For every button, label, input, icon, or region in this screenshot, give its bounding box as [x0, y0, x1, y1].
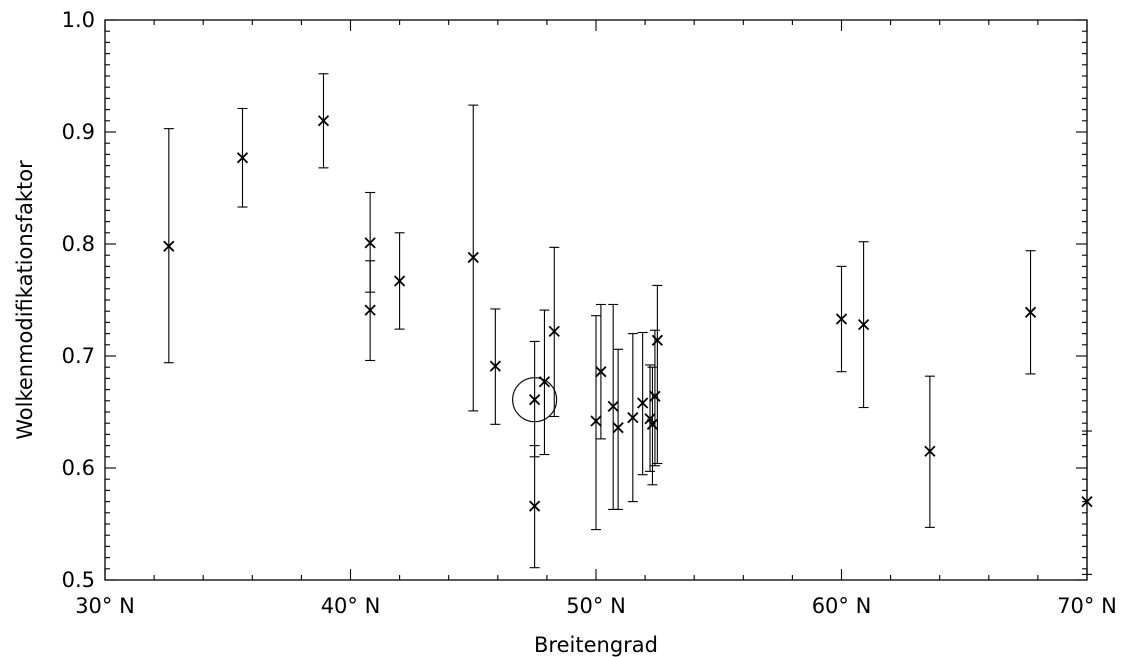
point-marker: [590, 415, 602, 427]
y-axis-ticks: 0.5 0.6 0.7 0.8 0.9 1.0: [62, 8, 1087, 592]
highlight-circle: [512, 377, 558, 423]
x-tick-label: 30° N: [75, 594, 135, 618]
data-point: [236, 107, 249, 208]
x-axis-ticks: 30° N 40° N 50° N 60° N 70° N: [75, 20, 1117, 618]
x-tick-label: 60° N: [812, 594, 872, 618]
data-point: [528, 445, 541, 569]
data-point: [317, 73, 330, 169]
point-marker: [538, 376, 551, 388]
point-marker: [595, 366, 607, 378]
point-marker: [649, 390, 661, 402]
data-point: [163, 128, 175, 364]
data-point: [1081, 430, 1093, 575]
y-tick-label: 1.0: [62, 8, 95, 32]
point-marker: [627, 411, 639, 424]
point-marker: [1024, 306, 1037, 318]
data-point: [627, 333, 639, 503]
point-marker: [528, 500, 541, 512]
data-point: [548, 246, 560, 418]
point-marker: [607, 400, 619, 413]
x-tick-label: 40° N: [321, 594, 381, 618]
y-tick-label: 0.9: [62, 120, 95, 144]
data-point: [607, 303, 619, 510]
point-marker: [364, 237, 376, 249]
data-point: [637, 331, 649, 476]
x-tick-label: 50° N: [566, 594, 626, 618]
data-point: [467, 104, 479, 412]
y-tick-label: 0.8: [62, 232, 95, 256]
point-marker: [637, 397, 649, 409]
y-tick-label: 0.7: [62, 344, 95, 368]
point-marker: [835, 313, 848, 325]
data-point: [644, 364, 656, 472]
data-point: [835, 265, 848, 373]
x-tick-label: 70° N: [1057, 594, 1117, 618]
point-marker: [489, 360, 501, 372]
data-point: [1024, 250, 1037, 375]
data-point: [924, 375, 936, 528]
point-marker: [857, 319, 870, 331]
y-axis-label: Wolkenmodifikationsfaktor: [13, 160, 37, 440]
point-marker: [163, 240, 175, 252]
point-marker: [364, 304, 376, 316]
data-point: [651, 284, 664, 465]
point-marker: [612, 422, 624, 434]
data-point: [512, 340, 558, 458]
data-point: [646, 366, 659, 486]
point-marker: [528, 394, 541, 406]
data-point: [364, 260, 376, 362]
data-point: [489, 308, 501, 425]
point-marker: [548, 325, 560, 337]
point-marker: [651, 334, 664, 346]
data-points: [163, 73, 1093, 575]
x-axis-label: Breitengrad: [534, 633, 658, 657]
data-point: [590, 315, 602, 531]
y-tick-label: 0.5: [62, 568, 95, 592]
data-point: [595, 303, 607, 440]
data-point: [393, 232, 406, 330]
point-marker: [644, 413, 656, 425]
point-marker: [1081, 495, 1093, 508]
point-marker: [317, 115, 330, 127]
point-marker: [646, 418, 659, 430]
point-marker: [467, 251, 479, 264]
data-point: [612, 348, 624, 510]
point-marker: [236, 152, 249, 164]
point-marker: [924, 445, 936, 457]
y-tick-label: 0.6: [62, 456, 95, 480]
data-point: [649, 329, 661, 467]
point-marker: [393, 275, 406, 287]
data-point: [857, 241, 870, 409]
